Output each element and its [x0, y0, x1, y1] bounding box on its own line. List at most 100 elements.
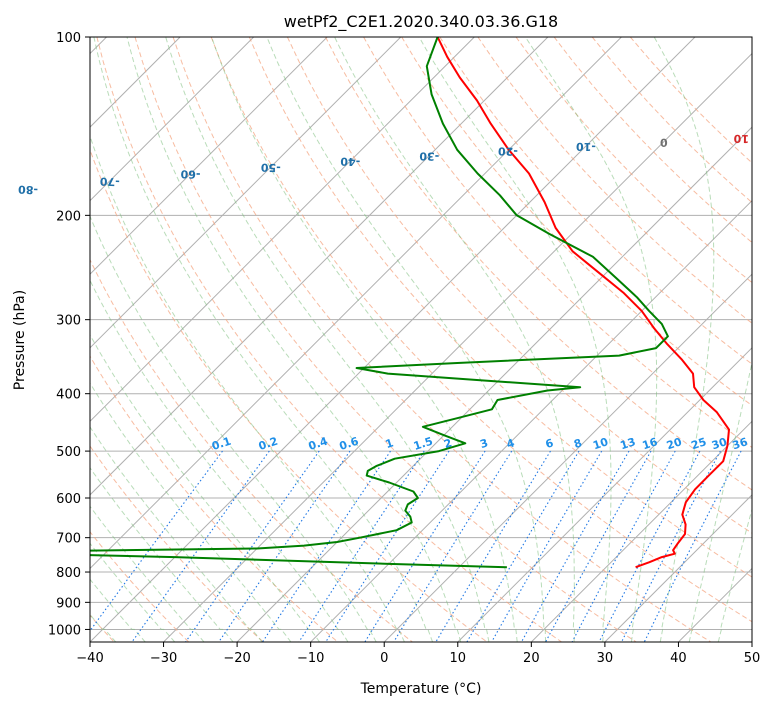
moist-adiabat-line [90, 578, 146, 642]
dry-adiabat-line [363, 37, 752, 449]
dry-adiabat-label: -60 [180, 167, 201, 181]
isotherm-line [90, 37, 328, 275]
plot-frame [89, 36, 753, 643]
moist-adiabat-line [90, 279, 349, 642]
dry-adiabat-line [90, 531, 190, 642]
mixing-ratio-line [521, 450, 630, 642]
dry-adiabat-line [90, 445, 264, 642]
isotherm-line [90, 37, 622, 570]
moist-adiabat-line [90, 214, 377, 642]
x-axis-label: Temperature (°C) [360, 681, 482, 697]
moist-adiabat-line [90, 382, 292, 642]
y-tick-label: 100 [56, 31, 81, 46]
mixing-ratio-line [262, 450, 391, 642]
dry-adiabat-line [90, 258, 413, 642]
mixing-ratio-label: 6 [544, 436, 556, 451]
mixing-ratio-label: 36 [731, 435, 750, 452]
mixing-ratio-label: 1.5 [412, 435, 435, 453]
moist-adiabat-line [266, 37, 546, 642]
sounding-lines [90, 37, 730, 569]
moist-adiabat-line [90, 466, 234, 642]
dry-adiabat-label: -80 [18, 183, 39, 197]
y-axis-label: Pressure (hPa) [12, 290, 28, 390]
moist-adiabat-line [688, 360, 752, 642]
moist-adiabat-line [334, 37, 576, 642]
moist-adiabat-line [211, 37, 518, 642]
moist-adiabat-line [90, 333, 320, 642]
dry-adiabat-label: -30 [419, 149, 440, 163]
x-tick-label: −20 [223, 651, 250, 666]
isotherm-line [530, 420, 752, 642]
x-tick-label: 20 [523, 651, 540, 666]
moist-adiabat-line [93, 37, 434, 642]
dry-adiabat-line [172, 37, 712, 642]
isotherm-line [457, 347, 752, 642]
x-tick-label: 50 [744, 651, 761, 666]
mixing-ratio-label: 2 [442, 436, 453, 451]
mixing-ratio-label: 13 [619, 435, 638, 452]
x-tick-label: 0 [380, 651, 388, 666]
dry-adiabat-label: 10 [733, 132, 749, 145]
y-tick-label: 800 [56, 566, 81, 581]
mixing-ratio-line [218, 450, 351, 642]
mixing-ratio-label: 4 [505, 436, 517, 451]
mixing-ratio-line [571, 450, 676, 642]
isotherm-line [604, 494, 752, 642]
dry-adiabat-label: -40 [340, 155, 361, 169]
mixing-ratio-label: 0.1 [210, 435, 233, 453]
mixing-ratio-label: 8 [572, 436, 583, 451]
isotherm-line [90, 37, 549, 496]
moist-adiabat-line [90, 426, 263, 642]
y-tick-label: 500 [56, 445, 81, 460]
dry-adiabat-label: -70 [99, 175, 120, 189]
moist-adiabat-line [717, 507, 752, 642]
mixing-ratio-label: 30 [710, 435, 729, 452]
dry-adiabat-line [96, 37, 562, 642]
y-tick-label: 300 [56, 314, 81, 329]
mixing-ratio-line [185, 450, 320, 642]
dry-adiabat-line [477, 37, 752, 324]
isotherm-line [90, 37, 255, 202]
y-tick-label: 400 [56, 388, 81, 403]
moist-adiabat-line [165, 37, 490, 642]
mixing-ratio-line [90, 450, 223, 632]
dry-adiabat-label: -50 [260, 161, 281, 175]
mixing-ratio-label: 16 [641, 435, 660, 452]
moist-adiabat-line [653, 37, 715, 642]
x-tick-label: 30 [597, 651, 614, 666]
mixing-ratio-label: 1 [384, 436, 395, 451]
mixing-ratio-line [598, 450, 701, 642]
mixing-ratio-line [545, 450, 652, 642]
y-tick-label: 700 [56, 532, 81, 547]
mixing-ratio-line [621, 450, 721, 642]
x-tick-label: −40 [76, 651, 103, 666]
mixing-ratio-label: 0.4 [307, 434, 330, 452]
line-labels: -100-90-80-70-60-50-40-30-20-10010203040… [18, 132, 750, 453]
y-tick-label: 600 [56, 492, 81, 507]
mixing-ratio-line [298, 450, 425, 642]
dry-adiabat-line [439, 37, 752, 365]
mixing-ratio-line [491, 450, 603, 642]
mixing-ratio-label: 3 [478, 436, 489, 451]
y-tick-label: 900 [56, 596, 81, 611]
dry-adiabat-label: 0 [659, 136, 667, 149]
mixing-ratio-line [393, 450, 513, 642]
x-tick-label: 40 [670, 651, 687, 666]
isotherm-line [163, 52, 752, 642]
mixing-ratio-label: 10 [591, 435, 610, 452]
dry-adiabat-line [90, 148, 488, 642]
moist-adiabat-line [418, 37, 612, 642]
temperature-line [436, 37, 730, 569]
dry-adiabat-label: -10 [576, 140, 597, 153]
dry-adiabat-line [401, 37, 752, 407]
x-tick-label: −10 [297, 651, 324, 666]
axes: −40 −30 −20 −10 0 10 20 30 40 5010020030040050060… [48, 31, 760, 666]
isotherm-line [90, 37, 696, 642]
moist-adiabat-line [90, 134, 405, 642]
moist-adiabat-line [524, 37, 658, 642]
dry-adiabat-line [248, 37, 752, 578]
mixing-ratio-line [643, 450, 742, 642]
dewpoint-line [90, 37, 669, 569]
dry-adiabat-line [90, 355, 339, 642]
